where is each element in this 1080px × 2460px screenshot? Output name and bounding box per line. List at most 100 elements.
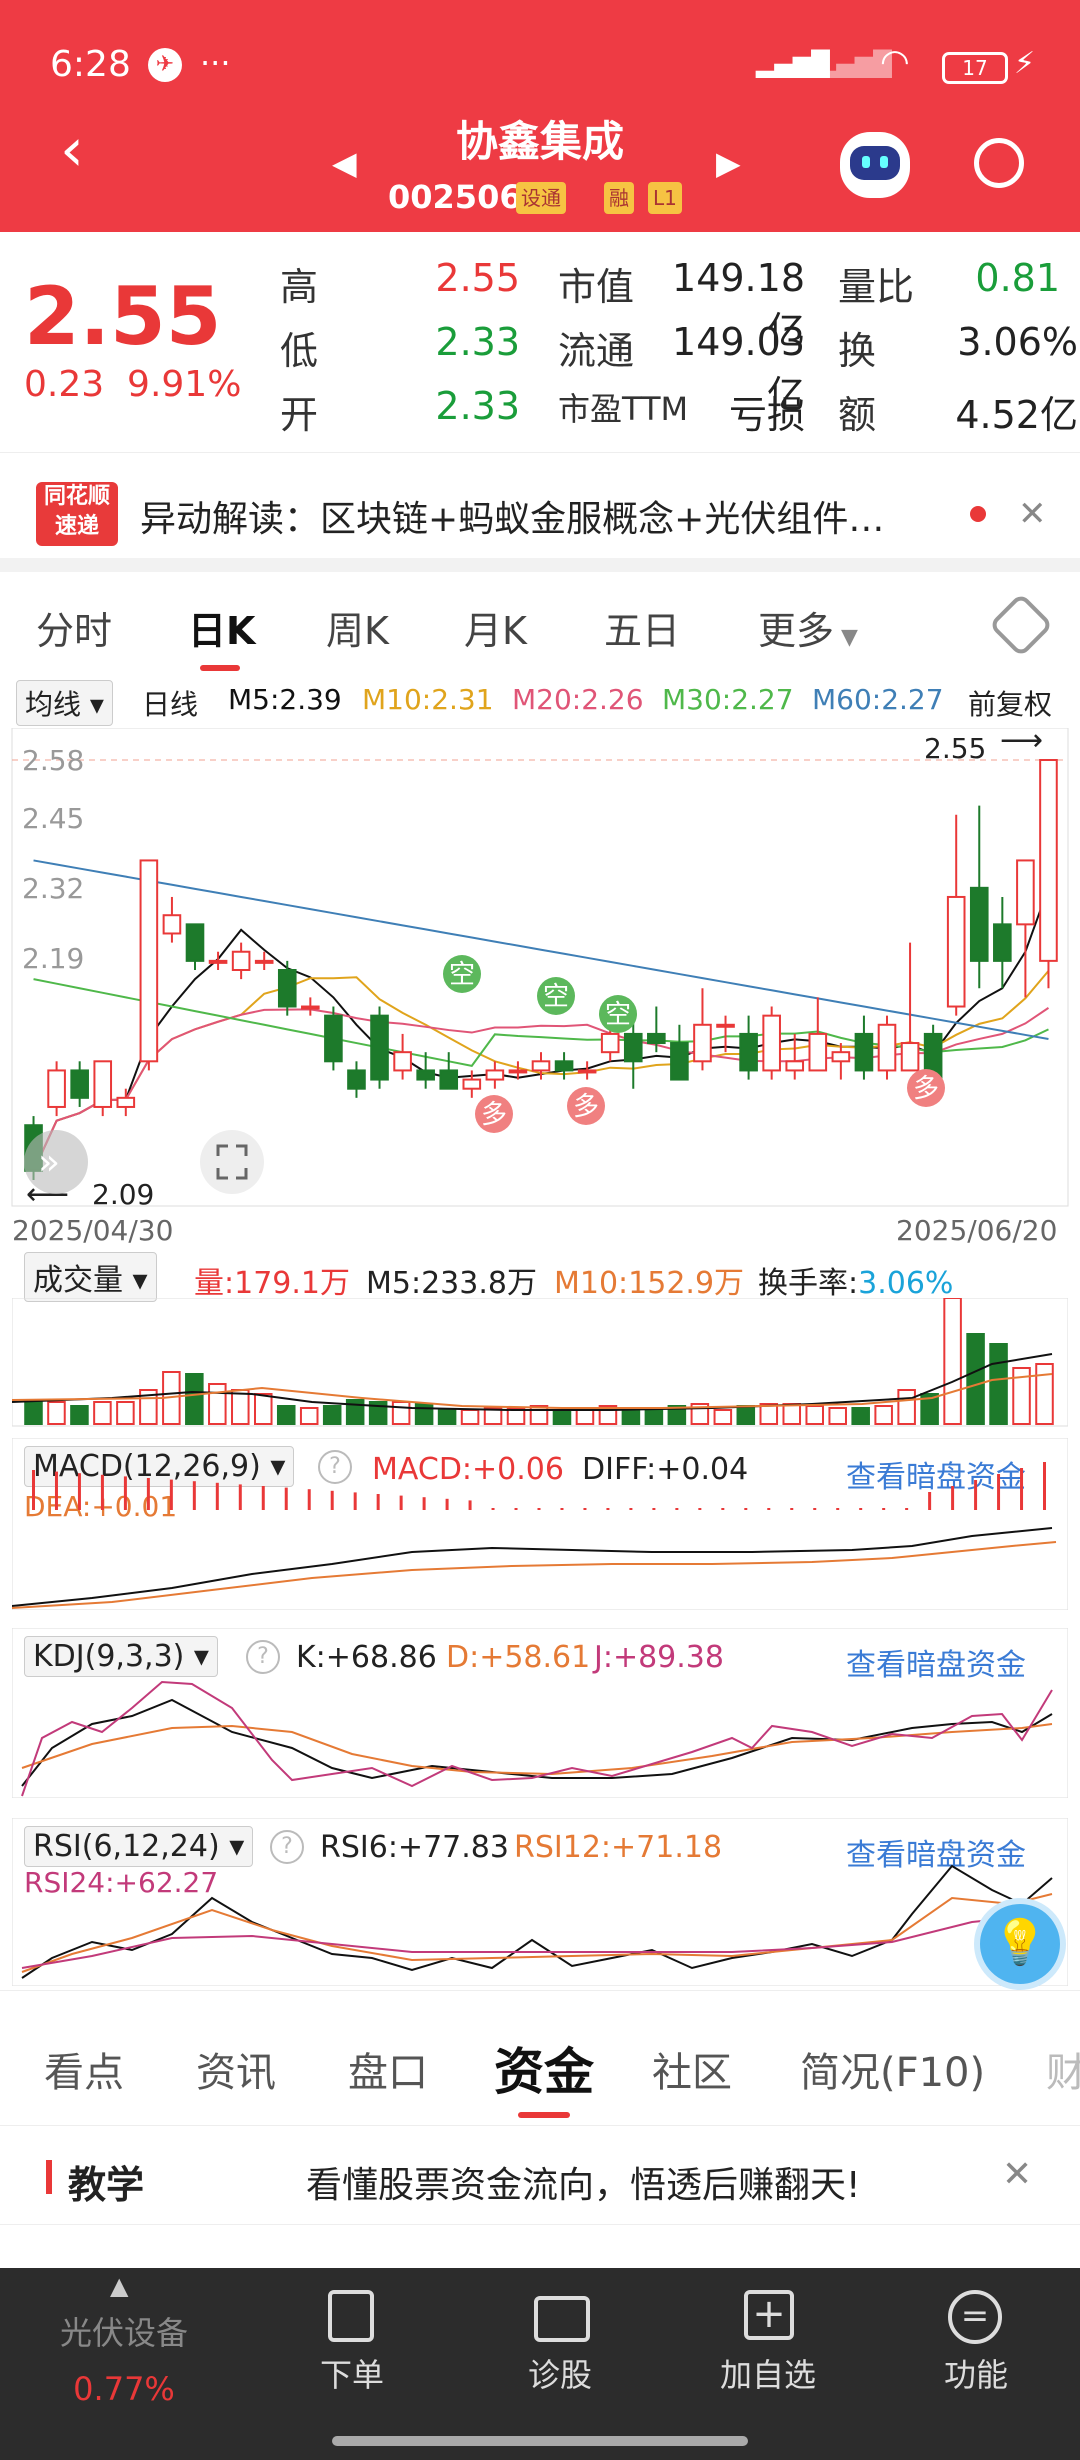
- volume-bar: [93, 1401, 112, 1425]
- candle-body: [600, 1032, 620, 1054]
- search-icon[interactable]: [974, 138, 1024, 188]
- volume-chart[interactable]: [12, 1298, 1068, 1428]
- kdj-selector[interactable]: KDJ(9,3,3) ▾: [24, 1636, 218, 1677]
- tab-more[interactable]: 更多 ▼: [758, 600, 858, 655]
- robot-assistant-icon[interactable]: [840, 132, 910, 198]
- tab-orderbook[interactable]: 盘口: [348, 2050, 428, 2096]
- candle-body: [185, 923, 205, 962]
- min-price-label: 2.09: [92, 1178, 154, 1211]
- open-label: 开: [280, 393, 319, 437]
- sell-signal-icon[interactable]: [443, 955, 481, 993]
- volume-bar: [874, 1405, 893, 1425]
- lightbulb-float-button[interactable]: 💡: [974, 1898, 1066, 1990]
- function-button[interactable]: 功能: [943, 2356, 1008, 2394]
- diff-value: DIFF:+0.04: [582, 1452, 749, 1487]
- more-dots-icon: ···: [200, 44, 231, 82]
- candle-body: [969, 886, 989, 962]
- macd-selector[interactable]: MACD(12,26,9) ▾: [24, 1446, 295, 1487]
- teach-text[interactable]: 看懂股票资金流向，悟透后赚翻天!: [306, 2165, 861, 2206]
- rsi-selector[interactable]: RSI(6,12,24) ▾: [24, 1826, 254, 1867]
- fullscreen-button[interactable]: [200, 1130, 264, 1194]
- volume-bar: [276, 1405, 296, 1425]
- next-stock-icon[interactable]: ▶: [716, 144, 741, 182]
- volume-bar: [966, 1333, 985, 1425]
- volume-bar: [759, 1403, 779, 1425]
- news-banner[interactable]: [0, 452, 1080, 562]
- teach-banner[interactable]: [0, 2125, 1080, 2225]
- diagnose-icon: [534, 2296, 590, 2342]
- candle-body: [254, 959, 274, 964]
- candle-body: [900, 1042, 920, 1072]
- tag-settlement: 设通: [516, 182, 566, 214]
- sub-tab-underline: [518, 2112, 570, 2118]
- rsi12-value: RSI12:+71.18: [514, 1830, 723, 1865]
- candle-body: [301, 1005, 320, 1010]
- candle-body: [324, 1014, 343, 1063]
- tab-f10[interactable]: 简况(F10): [800, 2050, 986, 2096]
- expand-up-icon[interactable]: ▲: [110, 2272, 129, 2300]
- vol-m10-line: [12, 1373, 1053, 1409]
- ma-selector[interactable]: 均线 ▾: [16, 680, 113, 726]
- change-value: 0.23: [24, 364, 105, 405]
- tab-five-day[interactable]: 五日: [604, 609, 681, 653]
- rsi-dark-fund-link[interactable]: 查看暗盘资金: [846, 1838, 1026, 1873]
- d-value: D:+58.61: [446, 1640, 591, 1675]
- volume-selector[interactable]: 成交量 ▾: [24, 1252, 157, 1302]
- sell-signal-icon[interactable]: [599, 995, 637, 1033]
- candle-body: [208, 959, 228, 964]
- tab-highlights[interactable]: 看点: [44, 2050, 124, 2096]
- y-tick-label: 2.45: [22, 802, 84, 835]
- back-icon[interactable]: ‹: [60, 115, 84, 185]
- expand-left-button[interactable]: [24, 1130, 88, 1194]
- news-text[interactable]: 异动解读：区块链+蚂蚁金服概念+光伏组件…: [140, 499, 885, 540]
- order-button[interactable]: 下单: [319, 2356, 384, 2394]
- candle-body: [1039, 759, 1058, 962]
- start-date: 2025/04/30: [12, 1214, 173, 1247]
- rsi24-value: RSI24:+62.27: [24, 1866, 219, 1899]
- add-watch-button[interactable]: 加自选: [719, 2356, 816, 2394]
- candle-body: [993, 923, 1012, 962]
- help-icon[interactable]: ?: [246, 1640, 280, 1674]
- float-label: 流通: [558, 329, 635, 373]
- close-teach-icon[interactable]: ✕: [1002, 2154, 1033, 2195]
- tab-monthly-k[interactable]: 月K: [464, 609, 527, 653]
- tab-timeshare[interactable]: 分时: [36, 609, 113, 653]
- volume-bar: [299, 1407, 319, 1425]
- ma-m5: M5:2.39: [228, 683, 342, 716]
- sub-tabs: [0, 1990, 1080, 2125]
- pe-label: 市盈TTM: [558, 390, 689, 428]
- candle-body: [762, 1014, 781, 1072]
- kdj-dark-fund-link[interactable]: 查看暗盘资金: [846, 1648, 1026, 1683]
- sector-name[interactable]: 光伏设备: [59, 2314, 188, 2352]
- tab-weekly-k[interactable]: 周K: [326, 609, 389, 653]
- volume-bar: [897, 1389, 916, 1425]
- buy-signal-icon[interactable]: [907, 1069, 945, 1107]
- tab-funds[interactable]: 资金: [494, 2043, 594, 2101]
- add-watch-icon: +: [744, 2290, 794, 2340]
- diagnose-button[interactable]: 诊股: [527, 2356, 592, 2394]
- candle-body: [716, 1023, 735, 1028]
- help-icon[interactable]: ?: [270, 1830, 304, 1864]
- buy-signal-icon[interactable]: [567, 1087, 605, 1125]
- prev-stock-icon[interactable]: ◀: [332, 144, 357, 182]
- sell-signal-icon[interactable]: [537, 977, 575, 1015]
- notification-icon: ✈: [148, 48, 182, 82]
- volume-bar: [391, 1401, 411, 1425]
- tab-more-label: 更多: [758, 609, 835, 653]
- close-news-icon[interactable]: ✕: [1018, 494, 1047, 534]
- candle-body: [808, 1032, 828, 1072]
- current-price: 2.55: [24, 270, 222, 363]
- adjust-mode[interactable]: 前复权: [968, 688, 1053, 721]
- help-icon[interactable]: ?: [318, 1450, 352, 1484]
- volume-bar: [414, 1403, 434, 1425]
- volume-m5: M5:233.8万: [366, 1266, 537, 1301]
- tab-daily-k[interactable]: 日K: [188, 609, 256, 653]
- buy-signal-icon[interactable]: [475, 1095, 513, 1133]
- turnover-value: 3.06%: [957, 320, 1078, 364]
- tab-news[interactable]: 资讯: [196, 2050, 276, 2096]
- tab-community[interactable]: 社区: [652, 2050, 732, 2096]
- macd-dark-fund-link[interactable]: 查看暗盘资金: [846, 1460, 1026, 1495]
- candle-body: [877, 1023, 897, 1072]
- tab-finance[interactable]: 财: [1046, 2050, 1080, 2096]
